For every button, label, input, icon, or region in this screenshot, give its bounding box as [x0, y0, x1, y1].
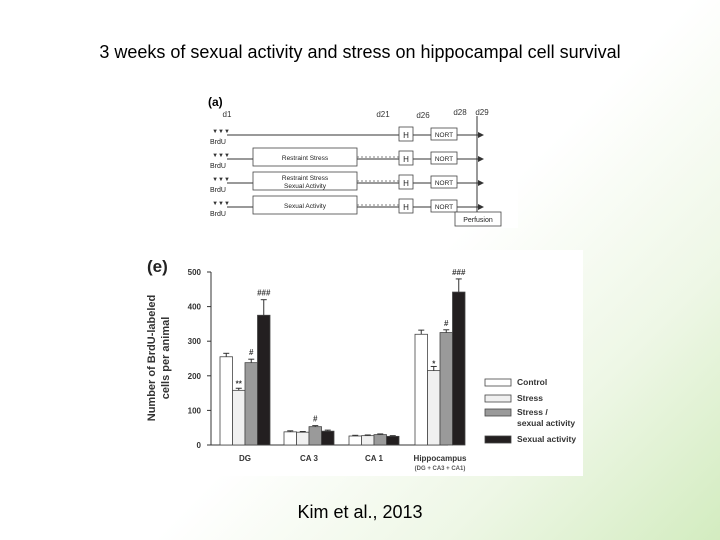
bar: [232, 389, 246, 446]
habituation-box: [398, 126, 414, 142]
legend-label: Stress /: [517, 407, 548, 417]
timeline-day-label: d29: [475, 108, 489, 117]
bar: [308, 426, 322, 446]
panel-label-e: (e): [147, 257, 168, 276]
nort-box: [430, 175, 458, 189]
bar: [361, 435, 375, 446]
legend-label: sexual activity: [517, 418, 575, 428]
significance-marker: *: [432, 360, 436, 369]
perfusion-label: Perfusion: [463, 217, 493, 224]
significance-marker: ###: [452, 268, 466, 277]
x-tick-label: DG: [239, 454, 251, 463]
nort-label: NORT: [435, 180, 453, 187]
y-tick-label: 200: [188, 372, 202, 381]
bar-chart-figure: (e) Number of BrdU-labeled cells per anima…: [143, 250, 583, 476]
bar: [219, 356, 233, 446]
significance-marker: **: [236, 379, 243, 388]
x-tick-label: CA 1: [365, 454, 383, 463]
bar: [414, 333, 428, 446]
habituation-label: H: [403, 155, 409, 164]
arrowhead-icon: [478, 156, 484, 162]
y-tick-label: 300: [188, 337, 202, 346]
brdu-label: BrdU: [210, 211, 226, 218]
bar: [439, 332, 453, 446]
brdu-label: BrdU: [210, 163, 226, 170]
legend-label: Sexual activity: [517, 434, 576, 444]
bar: [452, 291, 466, 446]
nort-box: [430, 151, 458, 165]
legend-swatch: [484, 408, 512, 417]
x-tick-label: Hippocampus: [414, 454, 467, 463]
nort-label: NORT: [435, 132, 453, 139]
bar: [348, 435, 362, 446]
arrowhead-icon: [478, 204, 484, 210]
brdu-label: BrdU: [210, 187, 226, 194]
treatment-label: Restraint Stress: [282, 175, 329, 182]
citation: Kim et al., 2013: [297, 502, 423, 522]
y-axis-label: cells per animal: [160, 317, 172, 400]
timeline-day-label: d21: [376, 110, 390, 119]
brdu-arrow-icon: ▼▼▼: [212, 153, 230, 159]
legend-swatch: [484, 378, 512, 387]
brdu-arrow-icon: ▼▼▼: [212, 201, 230, 207]
habituation-label: H: [403, 131, 409, 140]
bar: [373, 434, 387, 446]
nort-label: NORT: [435, 156, 453, 163]
nort-label: NORT: [435, 204, 453, 211]
timeline-diagram: (a)d1 d21 d26 d28 d29 ▼▼▼ BrdU H NORT ▼▼▼ BrdU Rest…: [208, 95, 502, 227]
significance-marker: #: [313, 415, 318, 424]
legend-label: Control: [517, 377, 547, 387]
bar: [427, 370, 441, 446]
panel-label-a: (a): [208, 95, 223, 109]
y-tick-label: 100: [188, 406, 202, 415]
significance-marker: ###: [257, 289, 271, 298]
timeline-day-label: d28: [453, 108, 467, 117]
treatment-label: Sexual Activity: [284, 183, 327, 190]
perfusion-box: [454, 211, 502, 227]
nort-box: [430, 127, 458, 141]
x-tick-label: CA 3: [300, 454, 318, 463]
habituation-label: H: [403, 179, 409, 188]
y-tick-label: 0: [197, 441, 202, 450]
bar: [386, 435, 400, 446]
timeline-day-label: d26: [416, 111, 430, 120]
slide-title: 3 weeks of sexual activity and stress on…: [99, 42, 621, 62]
legend-label: Stress: [517, 393, 543, 403]
nort-box: [430, 199, 458, 213]
bar: [321, 430, 335, 446]
x-tick-sublabel: (DG + CA3 + CA1): [415, 466, 466, 472]
habituation-box: [398, 150, 414, 166]
brdu-arrow-icon: ▼▼▼: [212, 177, 230, 183]
treatment-label: Restraint Stress: [282, 155, 329, 162]
y-tick-label: 400: [188, 303, 202, 312]
bar: [257, 314, 271, 446]
timeline-figure: (a) d1 d21 d26 d28 d29 ▼▼▼ BrdU H NORT ▼▼▼ BrdU Rest…: [205, 94, 518, 228]
brdu-arrow-icon: ▼▼▼: [212, 129, 230, 135]
timeline-day-label: d1: [223, 110, 232, 119]
habituation-box: [398, 198, 414, 214]
y-axis-label: Number of BrdU-labeled: [146, 295, 158, 422]
bar: [244, 362, 258, 446]
legend-swatch: [484, 394, 512, 403]
bar: [283, 431, 297, 446]
bar: [296, 431, 310, 446]
significance-marker: #: [444, 319, 449, 328]
habituation-box: [398, 174, 414, 190]
arrowhead-icon: [478, 132, 484, 138]
habituation-label: H: [403, 203, 409, 212]
brdu-label: BrdU: [210, 139, 226, 146]
bar-chart: (e) Number of BrdU-labeled cells per anima…: [146, 257, 576, 472]
y-tick-label: 500: [188, 268, 202, 277]
legend-swatch: [484, 435, 512, 444]
treatment-label: Sexual Activity: [284, 203, 327, 210]
arrowhead-icon: [478, 180, 484, 186]
significance-marker: #: [249, 348, 254, 357]
